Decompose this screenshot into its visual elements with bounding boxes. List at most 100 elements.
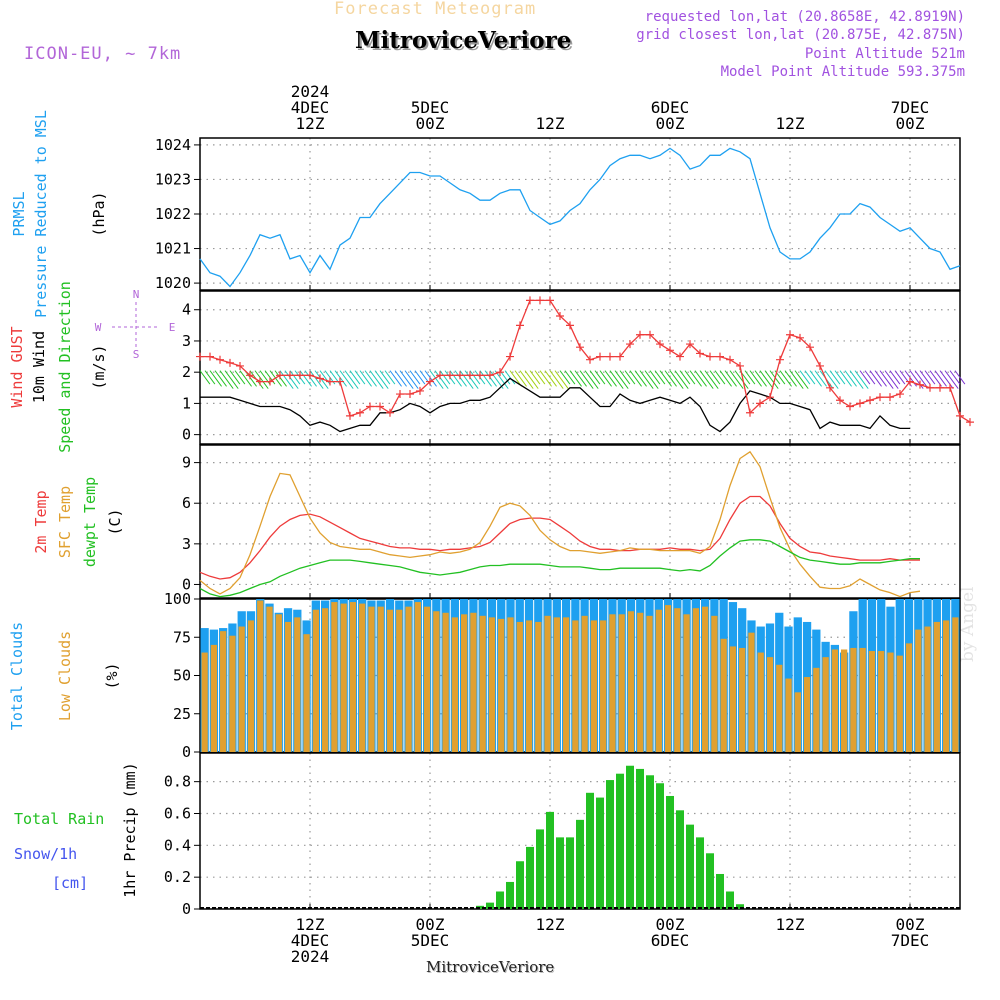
precip-bar xyxy=(516,861,524,909)
cloud-bars xyxy=(200,599,960,752)
y-tick-label: 4 xyxy=(182,301,191,319)
bottom-time-label: 2024 xyxy=(291,947,330,966)
low-cloud-bar xyxy=(887,652,894,752)
low-cloud-bar xyxy=(933,621,940,752)
temperature-panel: 0 3 6 9 xyxy=(182,444,961,599)
low-cloud-bar xyxy=(525,620,533,752)
precip-bar xyxy=(606,780,614,909)
low-cloud-bar xyxy=(841,649,848,752)
wind-arrow xyxy=(274,370,287,387)
top-time-label: 00Z xyxy=(656,114,685,133)
wind-gust-marker xyxy=(536,296,544,305)
temp-2m-line xyxy=(199,495,920,580)
precip-bar xyxy=(506,881,514,909)
wind-arrow xyxy=(299,370,312,387)
wind-arrow xyxy=(784,370,797,387)
wind-gust-marker xyxy=(216,355,224,364)
wind-arrow xyxy=(279,370,294,389)
y-tick-label: 0.6 xyxy=(164,804,191,822)
wind-arrow xyxy=(204,370,216,385)
low-cloud-bar xyxy=(562,617,570,752)
y-tick-label: 1022 xyxy=(155,205,191,223)
wind-arrow xyxy=(354,370,366,385)
wind-gust-marker xyxy=(256,377,264,386)
wind-arrow xyxy=(874,370,887,387)
low-cloud-bar xyxy=(720,638,727,752)
wind-arrow xyxy=(529,370,541,385)
y-tick-label: 0 xyxy=(182,900,191,918)
wind-gust-marker xyxy=(956,411,964,420)
precip-bar xyxy=(626,765,634,909)
wind-arrow xyxy=(644,370,659,389)
low-cloud-bar xyxy=(294,617,301,752)
top-time-label: 12Z xyxy=(536,114,565,133)
wind-gust-marker xyxy=(856,399,864,408)
top-time-label: 00Z xyxy=(896,114,925,133)
precip-bar xyxy=(736,904,744,909)
wind-gust-marker xyxy=(826,383,834,392)
wind-arrow xyxy=(639,370,654,389)
low-cloud-bar xyxy=(905,643,913,752)
low-cloud-bar xyxy=(915,629,922,752)
wind-arrow xyxy=(929,370,942,387)
wind-gust-marker xyxy=(276,371,284,380)
low-cloud-bar xyxy=(766,657,774,752)
wind-arrow xyxy=(314,370,329,389)
wind-arrow xyxy=(584,370,599,389)
precip-bar xyxy=(566,837,574,909)
wind-arrow xyxy=(614,370,629,389)
y-tick-label: 100 xyxy=(164,590,191,608)
wind-gust-marker xyxy=(496,368,504,377)
wind-arrow xyxy=(669,370,684,389)
wind-gust-marker xyxy=(266,377,274,386)
wind-arrow xyxy=(284,370,299,389)
low-cloud-bar xyxy=(396,609,403,752)
wind-arrow xyxy=(794,370,809,389)
wind-arrow xyxy=(844,370,857,387)
low-cloud-bar xyxy=(488,617,496,752)
low-cloud-bar xyxy=(831,649,839,752)
precip-bar xyxy=(686,824,694,909)
wind-gust-marker xyxy=(556,311,564,320)
low-cloud-bar xyxy=(618,614,625,752)
temperature-side-label: 2m Temp xyxy=(32,490,50,553)
wind-arrow xyxy=(559,370,571,385)
wind-arrow xyxy=(894,370,906,385)
wind-gust-marker xyxy=(706,352,714,361)
wind-arrow xyxy=(469,370,481,385)
clouds-frame xyxy=(199,598,961,753)
wind-gust-marker xyxy=(306,371,314,380)
wind-gust-marker xyxy=(846,402,854,411)
wind-side-label: Speed and Direction xyxy=(56,281,74,453)
wind-arrow xyxy=(589,370,601,385)
low-cloud-bar xyxy=(544,615,551,752)
wind-gust-marker xyxy=(586,355,594,364)
low-cloud-bar xyxy=(535,621,542,752)
wind-arrow xyxy=(389,370,402,387)
wind-arrow xyxy=(549,370,564,389)
wind-arrow xyxy=(674,370,689,389)
wind-gust-marker xyxy=(836,396,844,405)
wind-arrow xyxy=(679,370,691,385)
low-cloud-bar xyxy=(257,600,264,752)
precip-bar xyxy=(576,819,584,909)
precip-bar xyxy=(636,768,644,909)
wind-arrow xyxy=(214,370,227,387)
wind-gust-marker xyxy=(316,374,324,383)
low-cloud-bar xyxy=(776,664,783,752)
wind-10m-line xyxy=(200,377,910,433)
compass-w: W xyxy=(95,321,102,334)
wind-arrow xyxy=(619,370,631,385)
temperature-frame xyxy=(199,444,961,599)
precip-bar xyxy=(526,846,534,909)
wind-arrow xyxy=(704,370,719,389)
wind-arrow xyxy=(864,370,876,385)
precip-bar xyxy=(696,837,704,909)
wind-arrow xyxy=(304,370,317,387)
wind-arrow xyxy=(379,370,391,385)
precip-bar xyxy=(496,891,504,909)
wind-gust-marker xyxy=(606,352,614,361)
wind-arrow xyxy=(759,370,774,389)
wind-gust-marker xyxy=(246,371,254,380)
